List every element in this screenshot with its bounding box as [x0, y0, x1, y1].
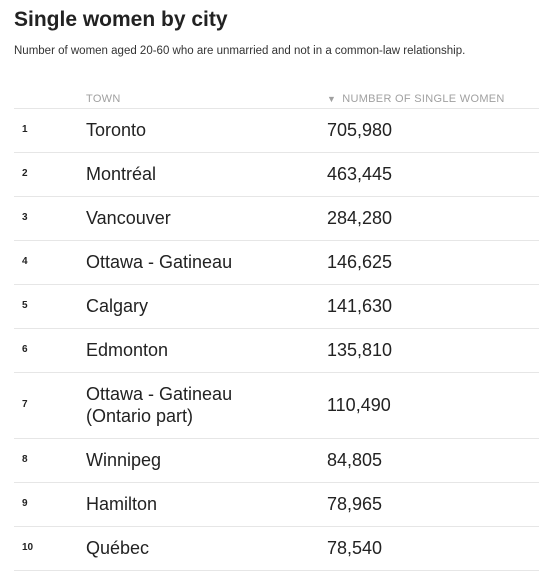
row-town: Edmonton: [86, 339, 168, 361]
row-town: Hamilton: [86, 493, 157, 515]
row-town: Vancouver: [86, 207, 171, 229]
row-value: 284,280: [327, 208, 393, 228]
table-row: 6 Edmonton 135,810: [14, 329, 539, 373]
table-row: 4 Ottawa - Gatineau 146,625: [14, 241, 539, 285]
table-row: 2 Montréal 463,445: [14, 153, 539, 197]
row-rank: 10: [22, 542, 34, 553]
column-header-town[interactable]: TOWN: [86, 93, 121, 105]
row-rank: 8: [22, 454, 28, 465]
row-town: Ottawa - Gatineau (Ontario part): [86, 383, 232, 427]
row-town-name: Montréal: [86, 164, 157, 184]
row-value: 84,805: [327, 450, 383, 470]
row-town-qualifier: (Ontario part): [86, 406, 194, 426]
page-subtitle: Number of women aged 20-60 who are unmar…: [14, 45, 466, 57]
sort-descending-icon: ▼: [327, 94, 337, 104]
row-value: 705,980: [327, 120, 393, 140]
row-rank: 3: [22, 212, 28, 223]
row-value: 78,540: [327, 538, 383, 558]
page-title: Single women by city: [14, 8, 228, 31]
table-row: 9 Hamilton 78,965: [14, 483, 539, 527]
row-town-name: Toronto: [86, 120, 147, 140]
row-value: 146,625: [327, 252, 393, 272]
row-rank: 4: [22, 256, 28, 267]
table-row: 1 Toronto 705,980: [14, 109, 539, 153]
table-row: 3 Vancouver 284,280: [14, 197, 539, 241]
table-row: 10 Québec 78,540: [14, 527, 539, 571]
cities-table: TOWN ▼ NUMBER OF SINGLE WOMEN 1 Toronto 705…: [14, 88, 539, 571]
row-town-name: Calgary: [86, 296, 149, 316]
row-town-name: Vancouver: [86, 208, 171, 228]
row-town-name: Ottawa - Gatineau: [86, 252, 233, 272]
row-rank: 6: [22, 344, 28, 355]
row-value: 141,630: [327, 296, 393, 316]
row-value: 463,445: [327, 164, 393, 184]
row-rank: 2: [22, 168, 28, 179]
row-town: Calgary: [86, 295, 148, 317]
table-row: 5 Calgary 141,630: [14, 285, 539, 329]
row-town-name: Edmonton: [86, 340, 169, 360]
row-town: Ottawa - Gatineau: [86, 251, 232, 273]
row-rank: 5: [22, 300, 28, 311]
row-value: 135,810: [327, 340, 393, 360]
row-town: Toronto: [86, 119, 146, 141]
row-town-name: Québec: [86, 538, 150, 558]
table-row: 8 Winnipeg 84,805: [14, 439, 539, 483]
table-header: TOWN ▼ NUMBER OF SINGLE WOMEN: [14, 88, 539, 109]
row-town: Winnipeg: [86, 449, 161, 471]
table-body: 1 Toronto 705,980 2 Montréal 463,445 3 Vancouve…: [14, 109, 539, 571]
row-town: Québec: [86, 537, 149, 559]
row-rank: 1: [22, 124, 28, 135]
column-header-number[interactable]: ▼ NUMBER OF SINGLE WOMEN: [327, 93, 505, 105]
row-town: Montréal: [86, 163, 156, 185]
row-value: 110,490: [327, 395, 391, 415]
row-town-name: Ottawa - Gatineau: [86, 384, 233, 404]
row-value: 78,965: [327, 494, 383, 514]
table-row: 7 Ottawa - Gatineau (Ontario part) 110,490: [14, 373, 539, 439]
row-rank: 9: [22, 498, 28, 509]
column-header-number-label: NUMBER OF SINGLE WOMEN: [342, 93, 505, 105]
row-rank: 7: [22, 399, 28, 410]
row-town-name: Hamilton: [86, 494, 158, 514]
row-town-name: Winnipeg: [86, 450, 162, 470]
